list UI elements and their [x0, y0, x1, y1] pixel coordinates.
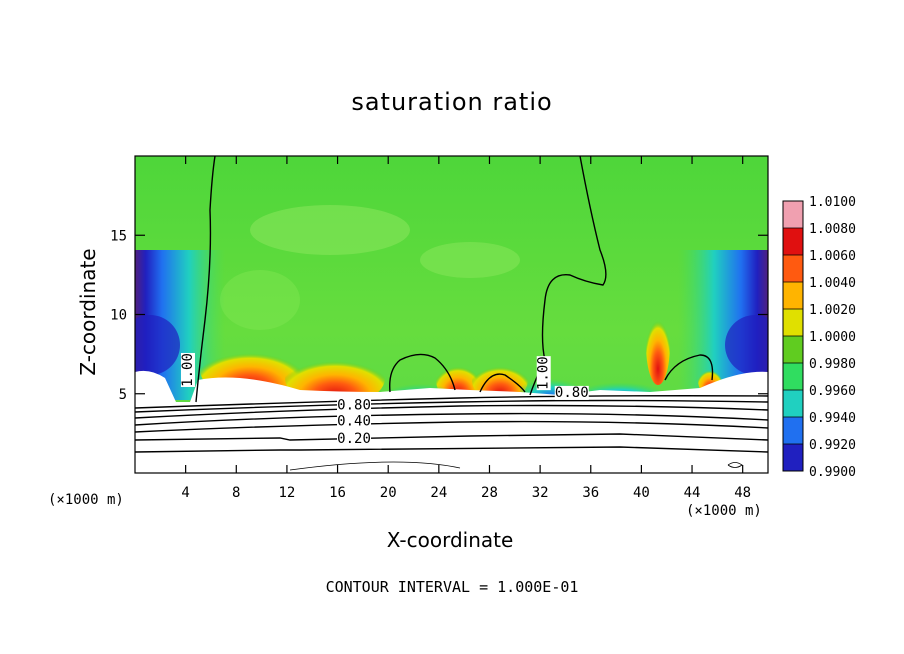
chart-title: saturation ratio	[351, 88, 553, 116]
contour-label-0: 1.00	[180, 353, 196, 387]
x-tick-label-1: 8	[232, 485, 240, 501]
colorbar-label-10: 0.9900	[809, 465, 856, 480]
colorbar-label-4: 1.0020	[809, 303, 856, 318]
contour-interval-note: CONTOUR INTERVAL = 1.000E-01	[325, 578, 579, 596]
y-axis-label: Z-coordinate	[76, 248, 100, 376]
colorbar-label-6: 0.9980	[809, 357, 856, 372]
contour-label-bg-5	[337, 431, 372, 446]
colorbar-label-7: 0.9960	[809, 384, 856, 399]
y-tick-label-0: 5	[119, 387, 127, 403]
x-tick-label-8: 36	[582, 485, 599, 501]
contour-label-bg-1	[536, 356, 551, 391]
colorbar-segment-4	[783, 309, 803, 337]
colorbar-segment-6	[783, 363, 803, 391]
colorbar-label-0: 1.0100	[809, 195, 856, 210]
contour-label-bg-0	[180, 352, 195, 387]
y-tick-label-1: 10	[110, 308, 127, 324]
x-axis-label: X-coordinate	[386, 528, 514, 552]
colorbar-label-3: 1.0040	[809, 276, 856, 291]
colorbar-label-5: 1.0000	[809, 330, 856, 345]
contour-label-1: 1.00	[536, 356, 552, 390]
contour-lines	[135, 156, 768, 471]
y-axis-ticks: 5 10 15	[110, 228, 768, 403]
colorbar-segment-0	[783, 201, 803, 229]
x-tick-label-11: 48	[734, 485, 751, 501]
contour-label-3: 0.80	[555, 385, 589, 401]
field-image	[135, 156, 768, 473]
x-tick-label-0: 4	[181, 485, 189, 501]
colorbar-segment-8	[783, 417, 803, 445]
contour-label-bg-3	[554, 385, 589, 400]
x-tick-label-5: 24	[430, 485, 447, 501]
x-tick-label-3: 16	[329, 485, 346, 501]
contour-label-bg-2	[337, 398, 372, 413]
colorbar-segment-5	[783, 336, 803, 364]
colorbar-label-8: 0.9940	[809, 411, 856, 426]
x-tick-label-7: 32	[532, 485, 549, 501]
contour-label-5: 0.20	[337, 431, 371, 447]
contour-label-2: 0.80	[337, 398, 371, 414]
colorbar-segment-9	[783, 444, 803, 472]
x-tick-label-10: 44	[684, 485, 701, 501]
x-unit-label-right: (×1000 m)	[686, 503, 762, 519]
y-tick-label-2: 15	[110, 228, 127, 244]
colorbar-label-9: 0.9920	[809, 438, 856, 453]
x-tick-label-4: 20	[380, 485, 397, 501]
colorbar-segment-2	[783, 255, 803, 283]
colorbar: 1.0100 1.0080 1.0060 1.0040 1.0020 1.0000 0.99…	[782, 195, 856, 480]
colorbar-label-2: 1.0060	[809, 249, 856, 264]
colorbar-label-1: 1.0080	[809, 222, 856, 237]
x-tick-label-6: 28	[481, 485, 498, 501]
x-tick-label-2: 12	[278, 485, 295, 501]
contour-labels: 1.00 1.000.800.800.400.20	[180, 352, 589, 447]
contour-label-4: 0.40	[337, 413, 371, 429]
x-tick-label-9: 40	[633, 485, 650, 501]
colorbar-segment-3	[783, 282, 803, 310]
contour-label-bg-4	[337, 414, 372, 429]
x-unit-label-left: (×1000 m)	[48, 492, 124, 508]
x-axis-ticks: 4 8 12 16 20 24 28 32 36 40 44 48	[181, 156, 751, 501]
colorbar-segment-7	[783, 390, 803, 418]
colorbar-segment-1	[783, 228, 803, 256]
